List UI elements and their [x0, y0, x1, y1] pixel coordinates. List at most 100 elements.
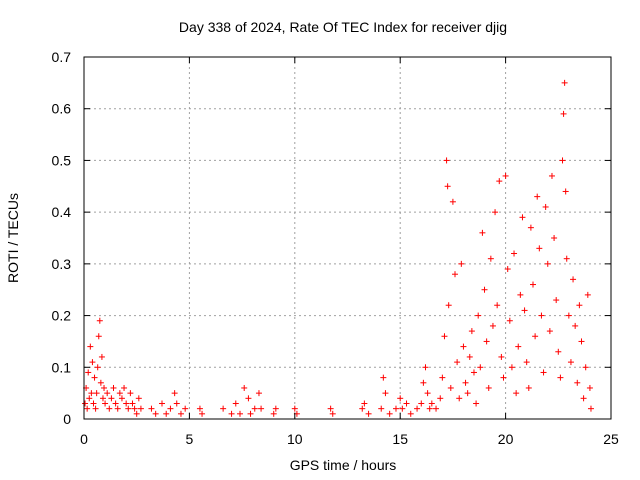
- data-point: [562, 188, 569, 195]
- data-point: [418, 400, 425, 407]
- data-point: [475, 312, 482, 319]
- data-point: [123, 400, 130, 407]
- data-point: [517, 291, 524, 298]
- x-tick-label: 5: [186, 431, 194, 447]
- data-point: [108, 395, 115, 402]
- data-point: [327, 405, 334, 412]
- plot-frame: [83, 56, 612, 420]
- data-point: [473, 400, 480, 407]
- data-point: [228, 410, 235, 417]
- data-point: [527, 224, 534, 231]
- data-point: [85, 369, 92, 376]
- data-point: [584, 291, 591, 298]
- data-point: [553, 297, 560, 304]
- data-point: [407, 410, 414, 417]
- data-point: [426, 405, 433, 412]
- data-point: [258, 405, 265, 412]
- x-tick-label: 20: [498, 431, 514, 447]
- data-point: [291, 405, 298, 412]
- data-point: [127, 390, 134, 397]
- data-point: [420, 379, 427, 386]
- data-point: [530, 281, 537, 288]
- data-point: [498, 353, 505, 360]
- data-point: [582, 364, 589, 371]
- data-point: [247, 410, 254, 417]
- data-point: [361, 400, 368, 407]
- data-point: [251, 405, 258, 412]
- y-tick-label: 0.1: [52, 359, 72, 375]
- data-point: [506, 317, 513, 324]
- x-tick-label: 15: [392, 431, 408, 447]
- data-point: [544, 260, 551, 267]
- data-point: [171, 390, 178, 397]
- data-point: [91, 374, 98, 381]
- data-point: [489, 322, 496, 329]
- data-point: [112, 400, 119, 407]
- y-tick-label: 0: [63, 411, 71, 427]
- data-point: [502, 172, 509, 179]
- y-tick-label: 0.3: [52, 256, 72, 272]
- data-point: [496, 178, 503, 185]
- data-point: [483, 338, 490, 345]
- data-point: [557, 374, 564, 381]
- data-point: [470, 369, 477, 376]
- data-point: [464, 390, 471, 397]
- data-point: [106, 405, 113, 412]
- data-point: [546, 328, 553, 335]
- data-point: [479, 229, 486, 236]
- data-point: [525, 384, 532, 391]
- data-points: [82, 79, 594, 417]
- data-point: [158, 400, 165, 407]
- data-point: [422, 364, 429, 371]
- data-point: [444, 183, 451, 190]
- data-point: [481, 286, 488, 293]
- data-point: [92, 405, 99, 412]
- data-point: [236, 410, 243, 417]
- data-point: [561, 79, 568, 86]
- data-point: [563, 255, 570, 262]
- data-point: [572, 322, 579, 329]
- data-point: [232, 400, 239, 407]
- data-point: [576, 302, 583, 309]
- data-point: [449, 198, 456, 205]
- data-point: [99, 395, 106, 402]
- data-point: [96, 317, 103, 324]
- data-point: [133, 410, 140, 417]
- data-point: [380, 374, 387, 381]
- data-point: [90, 400, 97, 407]
- data-point: [116, 390, 123, 397]
- x-axis-label: GPS time / hours: [290, 457, 397, 473]
- data-point: [441, 333, 448, 340]
- y-tick-label: 0.4: [52, 204, 72, 220]
- data-point: [433, 405, 440, 412]
- data-point: [523, 359, 530, 366]
- data-point: [458, 260, 465, 267]
- data-point: [86, 395, 93, 402]
- data-point: [121, 384, 128, 391]
- data-point: [88, 390, 95, 397]
- data-point: [101, 384, 108, 391]
- data-point: [428, 400, 435, 407]
- axis-tick-labels: 0 5 10 15 20 25 0 0.1 0.2 0.3 0.4 0.5 0.6 0.7: [52, 49, 619, 447]
- y-tick-label: 0.5: [52, 152, 72, 168]
- data-point: [110, 384, 117, 391]
- y-axis-label: ROTI / TECUs: [5, 193, 21, 283]
- data-point: [392, 405, 399, 412]
- data-point: [403, 400, 410, 407]
- x-tick-label: 25: [603, 431, 619, 447]
- data-point: [468, 328, 475, 335]
- data-point: [487, 255, 494, 262]
- data-point: [587, 405, 594, 412]
- data-point: [536, 245, 543, 252]
- data-point: [137, 405, 144, 412]
- data-point: [504, 266, 511, 273]
- data-point: [542, 203, 549, 210]
- data-point: [586, 384, 593, 391]
- data-point: [255, 390, 262, 397]
- data-point: [272, 405, 279, 412]
- x-tick-label: 10: [287, 431, 303, 447]
- data-point: [94, 364, 101, 371]
- data-point: [439, 374, 446, 381]
- data-point: [152, 410, 159, 417]
